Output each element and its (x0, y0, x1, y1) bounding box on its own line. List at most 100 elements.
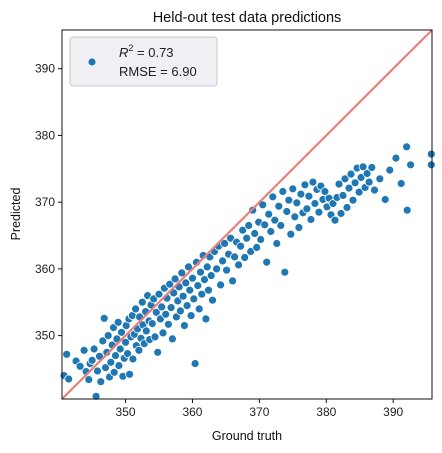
data-point-69 (163, 319, 173, 329)
data-point-60 (151, 307, 161, 317)
data-point-71 (166, 303, 176, 313)
data-point-140 (284, 195, 294, 205)
data-point-28 (114, 361, 124, 371)
data-point-143 (290, 212, 300, 222)
identity-line (61, 29, 433, 400)
data-point-150 (304, 191, 314, 201)
data-point-117 (238, 225, 248, 235)
data-point-191 (426, 149, 436, 159)
data-point-37 (125, 369, 135, 379)
data-point-136 (276, 221, 286, 230)
data-point-175 (354, 187, 364, 197)
data-point-72 (167, 334, 177, 344)
legend-rmse-text: RMSE = 6.90 (119, 64, 197, 79)
data-point-91 (193, 281, 203, 291)
data-point-98 (202, 262, 212, 272)
data-point-78 (175, 306, 185, 316)
data-point-169 (342, 203, 352, 212)
x-tick-label-350: 350 (116, 405, 136, 419)
data-point-18 (102, 347, 112, 357)
data-point-137 (278, 187, 288, 196)
data-point-128 (260, 220, 270, 230)
data-point-35 (123, 349, 132, 359)
data-point-1 (62, 349, 72, 359)
data-point-67 (161, 309, 171, 319)
data-point-87 (188, 273, 197, 283)
data-point-61 (153, 347, 163, 357)
x-tick-label-380: 380 (316, 405, 336, 419)
data-point-83 (182, 301, 192, 311)
data-point-27 (113, 317, 123, 327)
data-point-130 (264, 209, 274, 219)
data-point-89 (190, 359, 200, 369)
legend-box (69, 36, 218, 87)
data-point-185 (385, 165, 395, 175)
legend-r2-value: = 0.73 (133, 45, 173, 60)
data-point-141 (286, 229, 296, 239)
y-tick-label-380: 380 (35, 128, 55, 142)
data-point-151 (306, 215, 316, 224)
data-point-192 (426, 160, 436, 170)
data-point-158 (320, 187, 330, 196)
data-point-171 (346, 169, 356, 179)
data-point-10 (89, 344, 99, 354)
data-point-148 (300, 180, 310, 190)
data-point-187 (396, 179, 406, 188)
data-point-45 (134, 345, 144, 355)
x-tick-label-390: 390 (383, 405, 403, 419)
data-point-170 (344, 183, 354, 193)
chart-title: Held-out test data predictions (153, 10, 342, 26)
x-axis-label: Ground truth (212, 429, 282, 443)
data-point-25 (111, 351, 120, 361)
data-point-15 (98, 336, 108, 346)
data-point-80 (178, 291, 188, 301)
data-point-40 (128, 354, 138, 364)
data-point-85 (185, 285, 195, 295)
data-point-86 (186, 311, 196, 321)
data-point-121 (246, 247, 256, 256)
data-point-57 (147, 319, 157, 329)
y-tick-label-370: 370 (35, 195, 55, 209)
data-point-12 (93, 366, 102, 376)
data-point-33 (121, 337, 130, 347)
data-point-75 (171, 312, 181, 322)
data-point-129 (262, 257, 272, 267)
data-point-82 (181, 278, 191, 288)
data-point-119 (242, 233, 252, 243)
data-point-2 (64, 374, 74, 384)
data-point-149 (302, 204, 312, 214)
data-point-186 (391, 153, 401, 163)
data-point-139 (282, 207, 292, 216)
data-point-4 (75, 361, 85, 371)
data-point-17 (101, 363, 110, 373)
data-point-172 (348, 195, 358, 205)
data-point-118 (240, 253, 250, 262)
data-point-180 (364, 177, 374, 187)
data-point-96 (200, 275, 209, 285)
data-point-173 (350, 178, 360, 188)
data-point-138 (280, 267, 290, 277)
data-point-131 (266, 227, 276, 236)
data-point-79 (177, 268, 187, 278)
identity-line-layer (61, 29, 433, 400)
y-tick-label-390: 390 (35, 62, 55, 76)
data-point-177 (358, 162, 368, 172)
data-point-88 (189, 294, 199, 304)
data-point-29 (115, 344, 125, 354)
data-point-7 (84, 375, 94, 385)
data-point-142 (288, 184, 298, 194)
data-point-190 (406, 160, 416, 170)
data-point-94 (197, 289, 207, 299)
data-point-14 (96, 377, 106, 387)
y-axis-ticks: 350 360 370 380 390 (35, 62, 62, 343)
data-point-134 (272, 239, 282, 248)
data-point-111 (226, 233, 236, 243)
data-point-108 (220, 239, 230, 248)
data-point-21 (106, 357, 116, 367)
data-point-188 (402, 142, 412, 152)
data-point-113 (230, 252, 240, 262)
data-point-92 (194, 304, 204, 314)
data-point-179 (362, 169, 372, 178)
data-point-132 (268, 192, 278, 202)
y-tick-label-360: 360 (35, 262, 55, 276)
